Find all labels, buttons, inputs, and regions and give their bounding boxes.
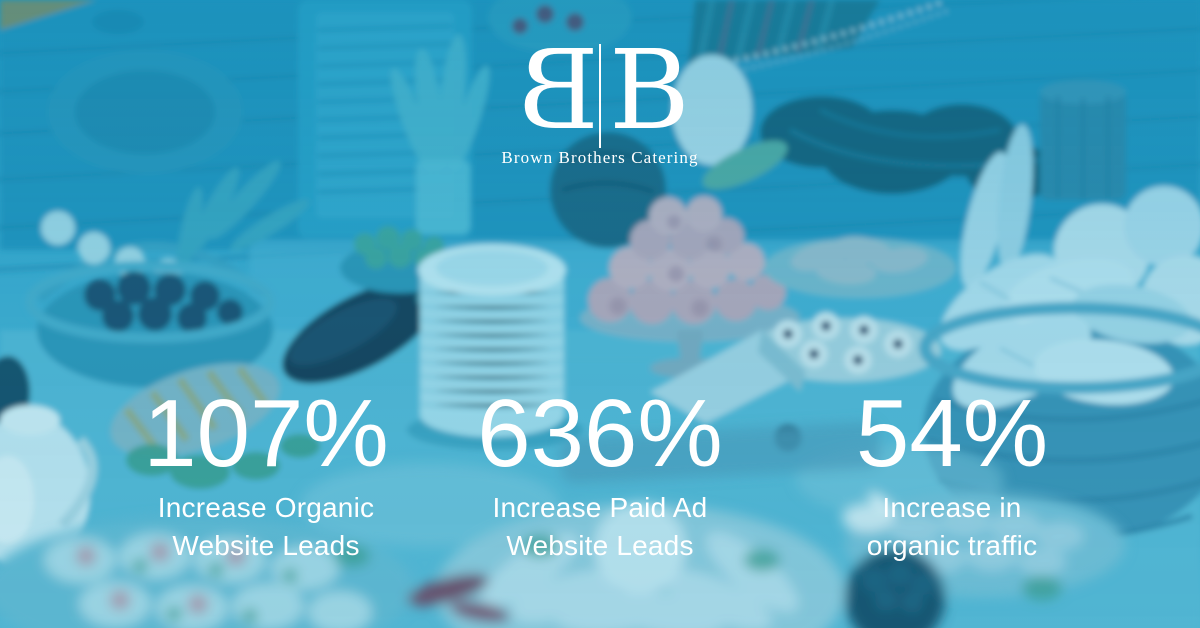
stat-value: 636% — [477, 380, 723, 487]
lettuce-garnish — [126, 434, 320, 489]
bottom-platters — [0, 422, 1125, 628]
canape-tray — [0, 516, 415, 628]
dark-melon — [550, 132, 666, 248]
cheese-wedge — [650, 330, 806, 424]
stat-label-line1: Increase in — [882, 492, 1022, 523]
stat-label-line2: Website Leads — [506, 530, 694, 561]
meat-platter — [435, 502, 845, 628]
sauce-bowl — [842, 504, 894, 532]
cabbage-greens — [760, 96, 1058, 200]
plate-stack — [407, 244, 583, 450]
ceramic-jug — [0, 356, 98, 570]
chili-pepper-bottom — [407, 574, 489, 606]
brand-logo: B B Brown Brothers Catering — [0, 0, 1200, 180]
stat-value: 54% — [855, 380, 1049, 487]
stat-item-organic-traffic: 54% Increase in organic traffic — [762, 380, 1142, 565]
logo-b-right: B — [609, 26, 690, 154]
stat-label-line2: Website Leads — [172, 530, 360, 561]
stat-value: 107% — [143, 380, 389, 487]
stat-label: Increase Organic Website Leads — [76, 489, 456, 565]
peach-pile — [588, 196, 786, 324]
stat-item-organic-leads: 107% Increase Organic Website Leads — [76, 380, 456, 565]
wrapped-roast — [110, 363, 280, 457]
berry-bowl — [842, 492, 945, 628]
bread-loaf-single — [672, 55, 752, 165]
stat-label: Increase Paid Ad Website Leads — [410, 489, 790, 565]
plum-basket — [25, 261, 275, 388]
stat-label-line1: Increase Paid Ad — [492, 492, 708, 523]
stat-label: Increase in organic traffic — [762, 489, 1142, 565]
logo-b-left-mirrored: B — [518, 26, 599, 154]
wooden-bucket — [1040, 80, 1126, 200]
zucchini — [702, 140, 788, 190]
corn-husk-jar — [390, 34, 490, 234]
brand-name: Brown Brothers Catering — [501, 148, 699, 167]
stat-label-line1: Increase Organic — [157, 492, 375, 523]
logo-divider — [599, 44, 601, 148]
stat-item-paid-ad-leads: 636% Increase Paid Ad Website Leads — [410, 380, 790, 565]
pastry-tray — [764, 236, 956, 298]
wood-corner-warm — [0, 0, 96, 30]
stat-label-line2: organic traffic — [866, 530, 1038, 561]
